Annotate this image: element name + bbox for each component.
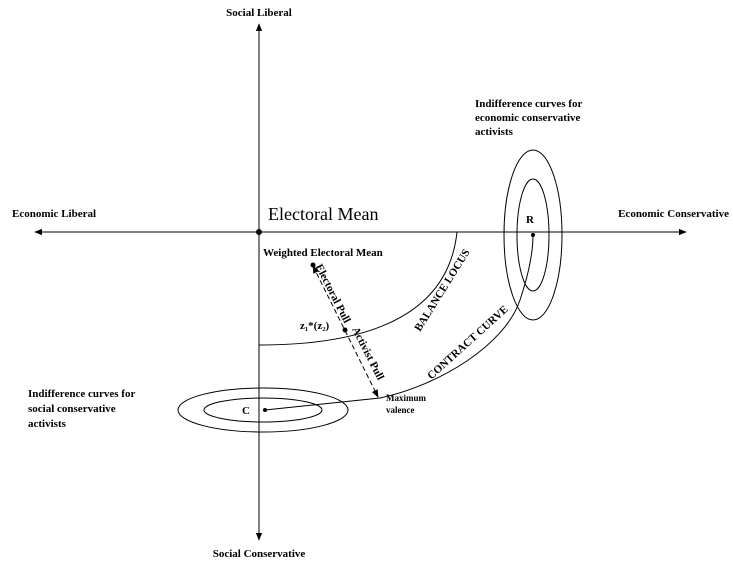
note: economic conservative [475, 112, 580, 124]
point-dot [531, 233, 535, 237]
axis-label: Economic Liberal [12, 208, 96, 220]
point-dot [342, 327, 348, 333]
point-dot [263, 408, 267, 412]
note: activists [28, 418, 67, 430]
note: Indifference curves for [475, 98, 582, 110]
electoral-mean-dot [256, 229, 262, 235]
axis-label: Economic Conservative [618, 208, 729, 220]
balance-locus [258, 231, 458, 346]
valence-label: valence [386, 405, 415, 415]
point-dot [310, 262, 316, 268]
z-label: z₁*(z₂) [300, 320, 330, 332]
axis-label: Social Liberal [226, 7, 292, 19]
axis-label: Social Conservative [213, 548, 306, 560]
point-label: C [242, 405, 250, 417]
weighted-mean-label: Weighted Electoral Mean [263, 247, 383, 259]
valence-label: Maximum [386, 393, 426, 403]
note: Indifference curves for [28, 388, 135, 400]
point-label: R [526, 214, 535, 226]
contract-label: CONTRACT CURVE [425, 303, 510, 382]
note: activists [475, 126, 514, 138]
balance-label: BALANCE LOCUS [412, 247, 472, 333]
indifference-curve [503, 149, 563, 321]
indifference-curve [516, 178, 550, 292]
indifference-curve [177, 387, 349, 433]
pull-label: Electoral Pull [313, 262, 353, 325]
contract-curve [264, 234, 534, 411]
note: social conservative [28, 403, 116, 415]
pull-label: Activist Pull [349, 325, 386, 382]
indifference-curve [203, 397, 323, 423]
electoral-mean-label: Electoral Mean [268, 204, 378, 224]
